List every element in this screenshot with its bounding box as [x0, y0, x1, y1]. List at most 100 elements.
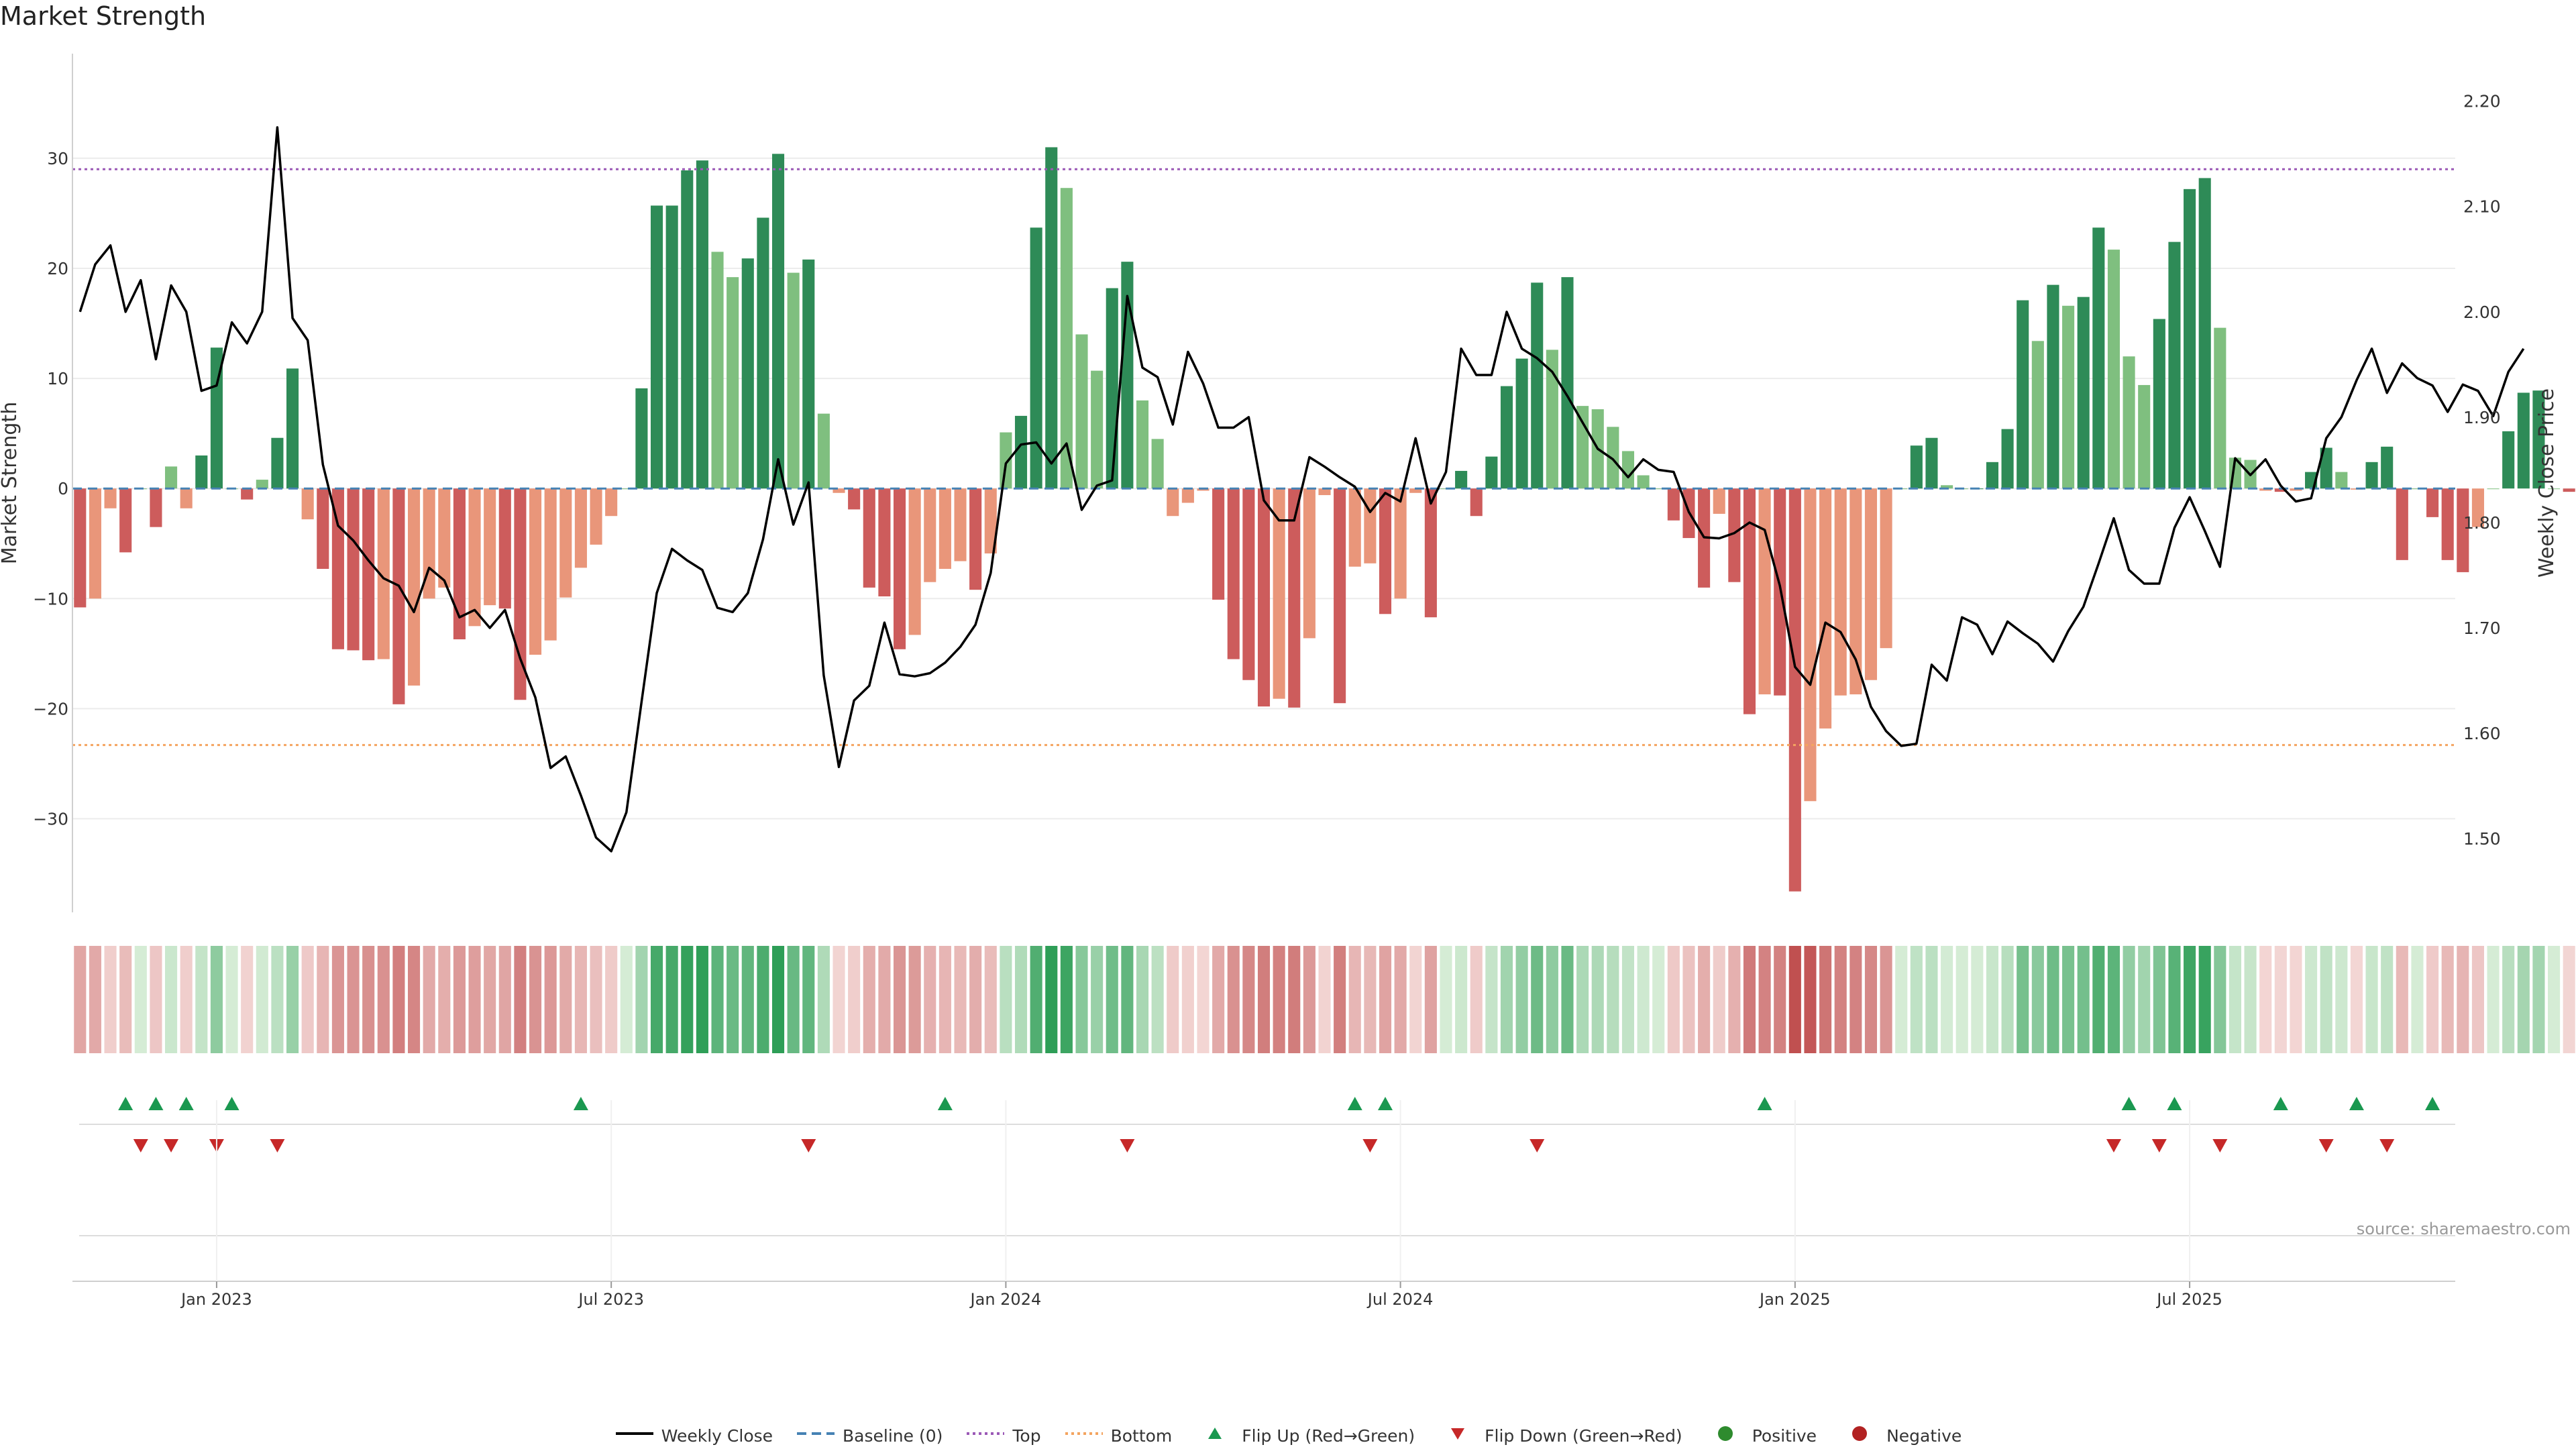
strength-strip-cell — [317, 946, 329, 1053]
strength-strip-cell — [574, 946, 587, 1053]
strength-strip-cell — [1091, 946, 1104, 1053]
y-right-tick-label: 1.90 — [2463, 408, 2501, 427]
strength-strip-cell — [514, 946, 527, 1053]
strength-strip-cell — [1014, 946, 1028, 1053]
strength-strip-cell — [665, 946, 678, 1053]
strength-strip-cell — [1334, 946, 1346, 1053]
strength-bar — [1030, 227, 1042, 489]
strength-bar — [1864, 488, 1878, 680]
strength-strip-cell — [590, 946, 602, 1053]
strength-bar — [2031, 341, 2044, 489]
strength-bar — [1106, 288, 1118, 489]
strength-strip-cell — [119, 946, 132, 1053]
strength-bar — [893, 488, 906, 649]
strength-bar — [2487, 488, 2500, 490]
flip-down-marker — [2151, 1139, 2167, 1152]
strength-bar — [2517, 392, 2530, 489]
strength-bar — [1667, 488, 1680, 521]
flip-up-marker — [118, 1097, 133, 1110]
strength-strip-cell — [1242, 946, 1255, 1053]
price-line-layer — [78, 126, 2525, 853]
strength-strip-cell — [954, 946, 967, 1053]
strength-strip-cell — [1546, 946, 1558, 1053]
flip-up-marker — [2273, 1097, 2288, 1110]
strength-strip-cell — [727, 946, 739, 1053]
strength-bar — [195, 455, 208, 489]
strength-strip-cell — [1849, 946, 1862, 1053]
legend-item: Positive — [1705, 1426, 1817, 1446]
strength-strip-cell — [180, 946, 193, 1053]
strength-strip-cell — [1925, 946, 1938, 1053]
strength-strip-cell — [256, 946, 268, 1053]
strength-strip-cell — [2320, 946, 2332, 1053]
strength-bar — [1743, 488, 1756, 714]
strength-strip-cell — [1500, 946, 1513, 1053]
flip-up-marker — [1377, 1097, 1393, 1110]
strength-strip-cell — [1652, 946, 1665, 1053]
strength-strip-cell — [984, 946, 997, 1053]
strength-bar — [1637, 475, 1650, 489]
circle-green-icon — [1705, 1426, 1746, 1446]
strength-bar — [468, 488, 481, 627]
strength-strip-cell — [2077, 946, 2090, 1053]
strength-strip-cell — [2502, 946, 2515, 1053]
strength-strip-cell — [134, 946, 147, 1053]
strength-bar — [1728, 488, 1741, 582]
strength-bar — [1091, 370, 1104, 489]
line-dotted-orange-icon — [1064, 1426, 1104, 1446]
strength-strip-cell — [331, 946, 344, 1053]
strength-bar — [696, 160, 708, 489]
strength-strip-cell — [2001, 946, 2014, 1053]
strength-bar — [1546, 350, 1558, 489]
strength-strip-cell — [787, 946, 800, 1053]
strength-bar — [2123, 356, 2135, 489]
legend-label: Flip Down (Green→Red) — [1485, 1426, 1682, 1446]
strength-strip-cell — [1288, 946, 1301, 1053]
strength-bar — [180, 488, 193, 508]
strength-strip-cell — [2274, 946, 2287, 1053]
strength-strip-cell — [1181, 946, 1194, 1053]
strength-strip-cell — [1591, 946, 1604, 1053]
legend-item: Negative — [1839, 1426, 1962, 1446]
strength-strip-cell — [908, 946, 921, 1053]
x-tick-label: Jan 2024 — [969, 1290, 1042, 1309]
legend-label: Flip Up (Red→Green) — [1242, 1426, 1415, 1446]
strength-bar — [1197, 488, 1210, 491]
flip-up-marker — [573, 1097, 588, 1110]
strength-strip-cell — [1394, 946, 1407, 1053]
strength-strip-cell — [1637, 946, 1650, 1053]
strength-bar — [2426, 488, 2439, 517]
strength-bar — [1379, 488, 1392, 614]
strength-bar — [1394, 488, 1407, 599]
flip-up-marker — [2121, 1097, 2137, 1110]
x-tick-label: Jul 2025 — [2155, 1290, 2222, 1309]
strength-strip-cell — [924, 946, 936, 1053]
strength-strip-cell — [210, 946, 223, 1053]
strength-strip-cell — [241, 946, 254, 1053]
strength-strip-cell — [1819, 946, 1832, 1053]
strength-bar — [1151, 439, 1164, 489]
strength-strip-cell — [1788, 946, 1801, 1053]
strength-bar — [2198, 178, 2211, 489]
strength-strip-cell — [650, 946, 663, 1053]
strength-strip-cell — [878, 946, 891, 1053]
strength-bar — [271, 437, 284, 489]
circle-red-icon — [1839, 1426, 1880, 1446]
strength-strip-cell — [1470, 946, 1483, 1053]
strength-bar — [210, 347, 223, 489]
legend-label: Weekly Close — [661, 1426, 773, 1446]
strength-strip-cell — [2123, 946, 2135, 1053]
strength-bar — [2411, 488, 2424, 490]
strength-strip-cell — [2138, 946, 2151, 1053]
strength-strip-cell — [1667, 946, 1680, 1053]
y-right-tick-label: 2.20 — [2463, 92, 2501, 111]
strength-bar — [301, 488, 314, 520]
strength-bar — [317, 488, 329, 569]
line-dotted-purple-icon — [965, 1426, 1006, 1446]
flip-down-marker — [133, 1139, 148, 1152]
strength-strip-cell — [1227, 946, 1240, 1053]
y-right-axis-label: Weekly Close Price — [2535, 388, 2559, 578]
strength-bar — [1713, 488, 1725, 514]
strength-strip-cell — [2107, 946, 2121, 1053]
y-right-tick-label: 1.80 — [2463, 513, 2501, 533]
